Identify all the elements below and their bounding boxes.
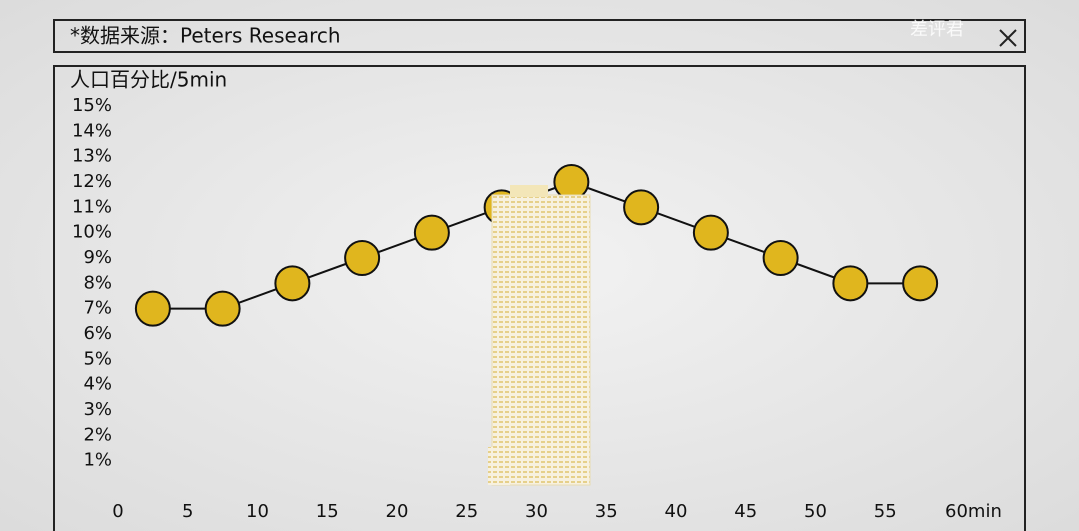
x-tick-label: 0 — [112, 501, 123, 522]
chart-box — [53, 65, 1026, 531]
x-tick-label: 5 — [182, 501, 193, 522]
y-tick-label: 9% — [83, 247, 112, 268]
x-tick-label: 45 — [734, 501, 757, 522]
y-tick-label: 1% — [83, 450, 112, 471]
source: *数据来源：Peters Research — [70, 24, 341, 48]
data-point — [274, 265, 311, 302]
data-point — [832, 265, 869, 302]
data-point — [902, 265, 939, 302]
data-point — [344, 240, 381, 276]
y-tick-label: 8% — [83, 272, 112, 293]
data-point — [623, 189, 660, 226]
y-tick-label: 10% — [72, 222, 112, 243]
close-icon[interactable] — [999, 29, 1017, 47]
data-point — [134, 290, 171, 327]
data-point — [204, 290, 241, 327]
y-tick-label: 4% — [83, 374, 112, 395]
x-tick-label: 40 — [665, 501, 688, 522]
y-tick-label: 2% — [83, 424, 112, 445]
data-point — [413, 214, 450, 251]
x-tick-label: 60min — [945, 501, 1002, 522]
y-tick-label: 13% — [72, 146, 112, 167]
y-axis-title: 人口百分比/5min — [70, 68, 227, 92]
y-tick-label: 7% — [83, 298, 112, 319]
y-tick-label: 5% — [83, 348, 112, 369]
y-tick-label: 14% — [72, 120, 112, 141]
source-box — [53, 19, 1026, 53]
building — [488, 185, 591, 486]
x-tick-label: 20 — [386, 501, 409, 522]
y-tick-label: 11% — [72, 196, 112, 217]
x-tick-label: 35 — [595, 501, 618, 522]
y-tick-label: 15% — [72, 95, 112, 116]
y-tick-label: 6% — [83, 323, 112, 344]
x-tick-label: 10 — [246, 501, 269, 522]
x-tick-label: 30 — [525, 501, 548, 522]
data-point — [762, 240, 799, 276]
x-tick-label: 15 — [316, 501, 339, 522]
x-tick-label: 50 — [804, 501, 827, 522]
plot: 1% 2% 3% 4% 5% 6% 7% 8% 9% 10% 11% 12% 13% 14% 15% 0 5 10… — [72, 95, 1002, 522]
y-tick-label: 12% — [72, 171, 112, 192]
watermark: 差评君 — [910, 19, 964, 40]
x-tick-label: 55 — [874, 501, 897, 522]
data-point — [692, 214, 729, 251]
data-point — [553, 164, 590, 200]
y-tick-label: 3% — [83, 399, 112, 420]
x-tick-label: 25 — [455, 501, 478, 522]
